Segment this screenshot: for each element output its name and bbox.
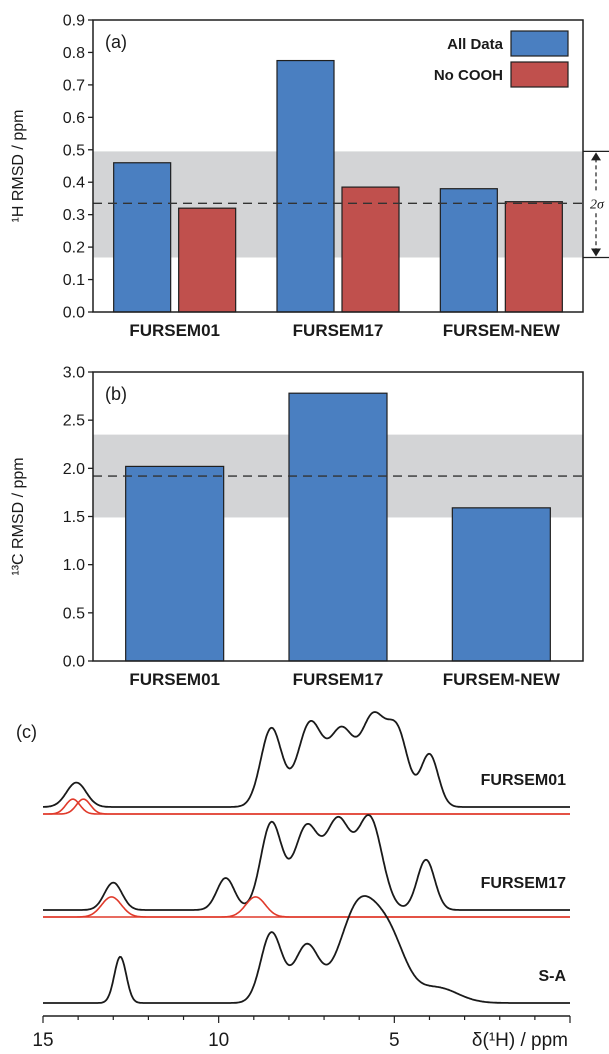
a-y-axis-label: ¹H RMSD / ppm (10, 110, 27, 223)
b-y-tick-label: 1.0 (63, 557, 85, 574)
a-sigma-indicator: 2σ (583, 150, 609, 259)
b-category-label: FURSEM01 (129, 670, 220, 689)
a-y-tick-label: 0.2 (63, 240, 85, 257)
cooh-peak-fursem17-0 (43, 896, 570, 918)
spectrum-fursem01 (43, 711, 570, 808)
b-panel-label: (b) (105, 384, 127, 404)
a-panel-label: (a) (105, 32, 127, 52)
a-y-tick-label: 0.8 (63, 45, 85, 62)
b-y-tick-label: 1.5 (63, 509, 85, 526)
sigma-label: 2σ (590, 197, 605, 212)
a-y-tick-label: 0.3 (63, 207, 85, 224)
b-bar-value-fursem01 (125, 465, 225, 662)
panel-c: (c) FURSEM01 FURSEM17 S-A 15 10 5 δ(¹H) / pp… (16, 711, 571, 1051)
spectrum-s-a (43, 895, 570, 1004)
a-bar-no-cooh-fursem17 (341, 186, 400, 313)
a-y-tick-label: 0.9 (63, 13, 85, 30)
cooh-peak-fursem17-1 (43, 896, 570, 918)
spectrum-label: FURSEM01 (481, 772, 566, 789)
b-y-tick-label: 0.5 (63, 605, 85, 622)
a-bar-no-cooh-fursem01 (178, 207, 237, 313)
a-category-label: FURSEM01 (129, 321, 220, 340)
a-y-tick-label: 0.6 (63, 110, 85, 127)
legend-label: No COOH (434, 67, 503, 84)
b-y-tick-label: 2.0 (63, 461, 85, 478)
b-category-label: FURSEM-NEW (443, 670, 561, 689)
a-y-tick-label: 0.4 (63, 175, 85, 192)
a-category-label: FURSEM17 (293, 321, 384, 340)
cooh-peak-fursem01-1 (43, 798, 570, 815)
c-x-tick-label: 10 (208, 1030, 229, 1051)
c-x-axis-label: δ(¹H) / ppm (472, 1030, 568, 1051)
spectrum-label: FURSEM17 (481, 875, 566, 892)
a-y-tick-label: 0.0 (63, 305, 85, 322)
c-x-tick-label: 15 (32, 1030, 53, 1051)
a-bar-no-cooh-fursem-new (504, 201, 563, 313)
a-sigma-band (93, 151, 583, 258)
legend-swatch-no-cooh (510, 61, 569, 88)
b-category-label: FURSEM17 (293, 670, 384, 689)
legend-swatch-all-data (510, 30, 569, 57)
c-x-tick-label: 5 (389, 1030, 400, 1051)
a-bar-all-data-fursem17 (276, 59, 335, 313)
spectrum-fursem17 (43, 814, 570, 911)
panel-b: 0.0 0.5 1.0 1.5 2.0 2.5 3.0 FURSEM01 FURSEM17 FU… (10, 365, 584, 689)
b-y-axis-label: ¹³C RMSD / ppm (10, 457, 27, 575)
a-bar-all-data-fursem-new (439, 188, 498, 313)
c-panel-label: (c) (16, 722, 37, 742)
a-y-tick-label: 0.7 (63, 77, 85, 94)
a-y-tick-label: 0.5 (63, 142, 85, 159)
a-y-tick-label: 0.1 (63, 272, 85, 289)
a-legend: All Data No COOH (434, 30, 569, 88)
b-bar-value-fursem17 (288, 392, 388, 662)
spectrum-label: S-A (538, 968, 566, 985)
b-y-tick-label: 0.0 (63, 654, 85, 671)
a-category-label: FURSEM-NEW (443, 321, 561, 340)
a-plot-frame (92, 19, 584, 313)
b-y-tick-label: 2.5 (63, 413, 85, 430)
a-bar-all-data-fursem01 (113, 162, 172, 313)
b-y-tick-label: 3.0 (63, 365, 85, 382)
b-bar-value-fursem-new (451, 507, 551, 662)
panel-a: 0.0 0.1 0.2 0.3 0.4 0.5 0.6 0.7 0.8 0.9 FURSEM01 F… (10, 13, 609, 340)
legend-label: All Data (447, 36, 504, 53)
